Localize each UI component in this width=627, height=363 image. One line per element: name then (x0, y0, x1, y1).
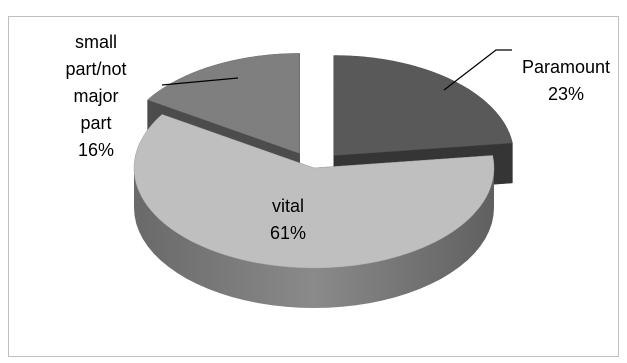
slice-0-leader-line (443, 49, 512, 91)
slice-0-percent-label: 23% (548, 84, 584, 104)
slice-1-outer-wall (134, 168, 494, 308)
slice-labels: Paramount 23% vital 61% small part/not major pa… (65, 32, 610, 243)
slice-1-label-line: vital (272, 196, 304, 216)
slice-2-label-line: part/not (65, 59, 126, 79)
slice-2-label-line: major (73, 86, 118, 106)
slice-2-leader-line (161, 77, 239, 86)
leader-lines (161, 49, 512, 91)
pie-tops (133, 53, 513, 269)
slice-0-top-face (333, 55, 513, 156)
slice-2-label-line: small (75, 32, 117, 52)
slice-2-label-line: part (80, 113, 111, 133)
slice-2-percent-label: 16% (78, 140, 114, 160)
slice-2-top-face (147, 53, 300, 154)
slice-1-percent-label: 61% (270, 223, 306, 243)
slice-1-top-face (133, 114, 495, 269)
slice-0-label-line: Paramount (522, 57, 610, 77)
